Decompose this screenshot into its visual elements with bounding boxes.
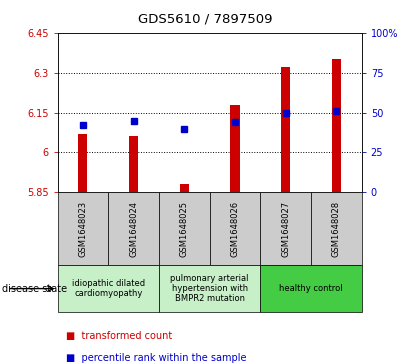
Text: GSM1648026: GSM1648026	[231, 201, 240, 257]
Bar	[311, 192, 362, 265]
Bar	[129, 136, 138, 192]
Bar	[58, 192, 108, 265]
Bar	[260, 265, 362, 312]
Text: GDS5610 / 7897509: GDS5610 / 7897509	[138, 13, 273, 26]
Text: ■  percentile rank within the sample: ■ percentile rank within the sample	[66, 352, 246, 363]
Bar	[58, 265, 159, 312]
Text: healthy control: healthy control	[279, 284, 343, 293]
Text: idiopathic dilated
cardiomyopathy: idiopathic dilated cardiomyopathy	[72, 279, 145, 298]
Text: GSM1648028: GSM1648028	[332, 201, 341, 257]
Bar	[159, 265, 260, 312]
Bar	[159, 192, 210, 265]
Text: GSM1648025: GSM1648025	[180, 201, 189, 257]
Bar	[79, 134, 88, 192]
Text: pulmonary arterial
hypertension with
BMPR2 mutation: pulmonary arterial hypertension with BMP…	[171, 274, 249, 303]
Bar	[260, 192, 311, 265]
Bar	[231, 105, 240, 192]
Text: ■  transformed count: ■ transformed count	[66, 331, 172, 341]
Bar	[180, 184, 189, 192]
Bar	[108, 192, 159, 265]
Bar	[281, 67, 290, 192]
Text: GSM1648024: GSM1648024	[129, 201, 138, 257]
Bar	[332, 59, 341, 192]
Text: disease state: disease state	[2, 284, 67, 294]
Text: GSM1648023: GSM1648023	[79, 201, 88, 257]
Text: GSM1648027: GSM1648027	[281, 201, 290, 257]
Bar	[210, 192, 260, 265]
